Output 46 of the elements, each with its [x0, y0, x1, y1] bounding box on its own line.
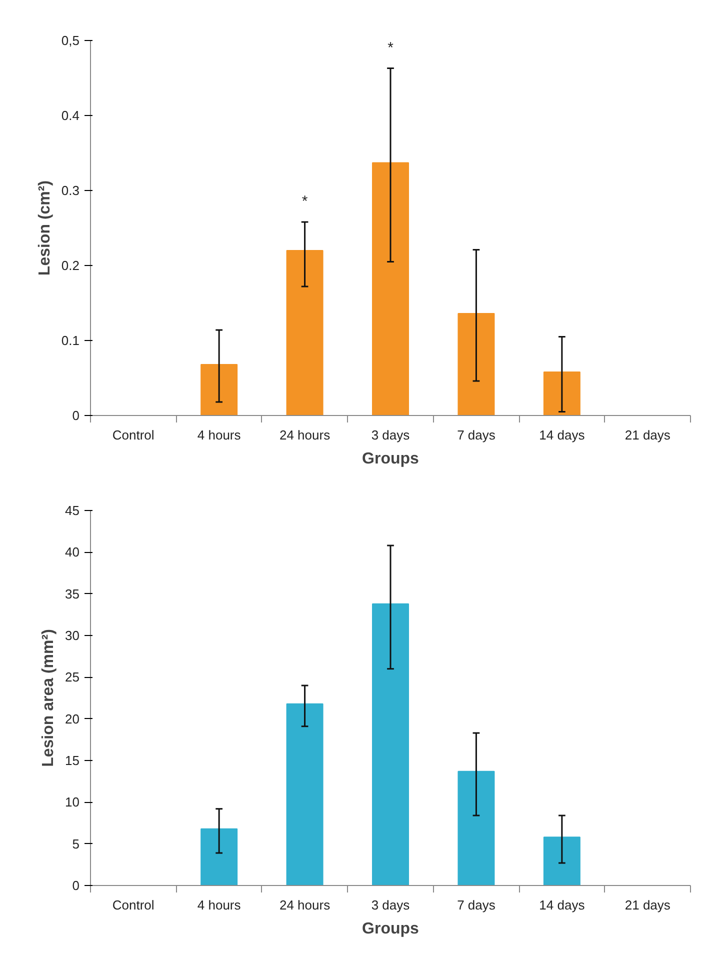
y-tick-label: 0.2 [61, 258, 80, 273]
y-axis-title: Lesion (cm²) [36, 180, 54, 276]
y-tick-label: 30 [65, 628, 80, 643]
y-tick-label: 10 [65, 794, 80, 810]
x-tick-label: 3 days [371, 428, 410, 442]
bar [543, 836, 580, 886]
x-axis-title: Groups [362, 920, 420, 938]
x-tick-label: 4 hours [197, 898, 242, 912]
x-axis-title: Groups [362, 450, 420, 468]
y-tick-label: 0.1 [61, 333, 80, 348]
y-tick-label: 0,5 [61, 33, 80, 48]
x-tick-label: 21 days [624, 428, 671, 442]
bar [200, 364, 238, 416]
x-tick-label: 7 days [457, 428, 496, 442]
bar [286, 703, 324, 886]
x-tick-label: 24 hours [279, 898, 331, 912]
y-tick-label: 0.3 [61, 183, 80, 198]
bar [200, 828, 238, 886]
y-tick-label: 35 [65, 586, 80, 602]
x-tick-label: 14 days [539, 428, 586, 442]
y-tick-label: 25 [65, 670, 80, 685]
bar [372, 162, 409, 416]
annotation: * [388, 39, 394, 56]
x-tick-label: 24 hours [279, 428, 331, 442]
x-tick-label: Control [112, 898, 154, 912]
y-tick-label: 0 [72, 878, 80, 893]
bar [372, 603, 409, 886]
bar [543, 372, 580, 416]
bar [458, 313, 495, 416]
y-tick-label: 0 [72, 408, 80, 423]
y-tick-label: 40 [65, 544, 80, 560]
y-tick-label: 15 [65, 753, 80, 768]
y-tick-label: 5 [72, 836, 80, 852]
y-tick-label: 0.4 [61, 108, 80, 123]
y-tick-label: 20 [65, 711, 80, 726]
x-tick-label: 14 days [539, 898, 586, 912]
bar [458, 770, 495, 886]
x-tick-label: Control [112, 428, 154, 442]
y-tick-label: 45 [65, 503, 80, 518]
bar [286, 250, 324, 416]
x-tick-label: 4 hours [197, 428, 242, 442]
annotation: * [302, 193, 308, 210]
x-tick-label: 7 days [457, 898, 496, 912]
x-tick-label: 3 days [371, 898, 410, 912]
x-tick-label: 21 days [624, 898, 671, 912]
y-axis-title: Lesion area (mm²) [40, 629, 58, 767]
